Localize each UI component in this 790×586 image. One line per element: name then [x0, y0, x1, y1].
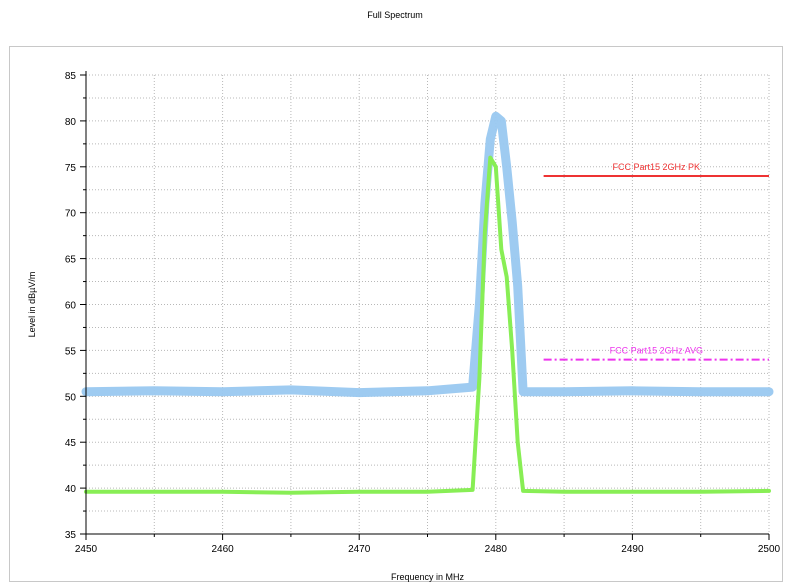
chart-frame	[9, 46, 783, 582]
x-tick-label: 2460	[211, 544, 234, 555]
limit-label-avg: FCC Part15 2GHz AVG	[610, 346, 703, 356]
chart-title: Full Spectrum	[367, 10, 423, 20]
axes	[80, 71, 770, 540]
trace-peak-line	[81, 111, 774, 398]
y-axis-label: Level in dBµV/m	[27, 272, 37, 338]
y-tick-label: 45	[65, 438, 77, 449]
y-tick-label: 85	[65, 71, 77, 82]
tick-labels: 35 40 45 50 55 60 65 70 75 80 85 2450 2460 2470 2480 24…	[65, 71, 781, 555]
y-tick-label: 80	[65, 117, 77, 128]
y-tick-label: 65	[65, 255, 77, 266]
x-axis-label: Frequency in MHz	[391, 572, 465, 582]
y-tick-label: 35	[65, 530, 77, 541]
x-tick-label: 2470	[348, 544, 371, 555]
y-tick-label: 60	[65, 301, 77, 312]
x-tick-label: 2450	[75, 544, 98, 555]
y-tick-label: 50	[65, 392, 77, 403]
grid	[85, 74, 770, 535]
limit-label-pk: FCC Part15 2GHz PK	[613, 162, 701, 172]
y-tick-label: 40	[65, 484, 77, 495]
y-tick-label: 55	[65, 346, 77, 357]
y-tick-label: 70	[65, 209, 77, 220]
series-layer	[81, 111, 774, 495]
trace-average-line	[84, 155, 771, 495]
x-tick-label: 2490	[621, 544, 644, 555]
limit-lines: FCC Part15 2GHz PK FCC Part15 2GHz AVG	[543, 162, 769, 361]
y-tick-label: 75	[65, 163, 77, 174]
x-tick-label: 2500	[758, 544, 781, 555]
x-tick-label: 2480	[485, 544, 508, 555]
